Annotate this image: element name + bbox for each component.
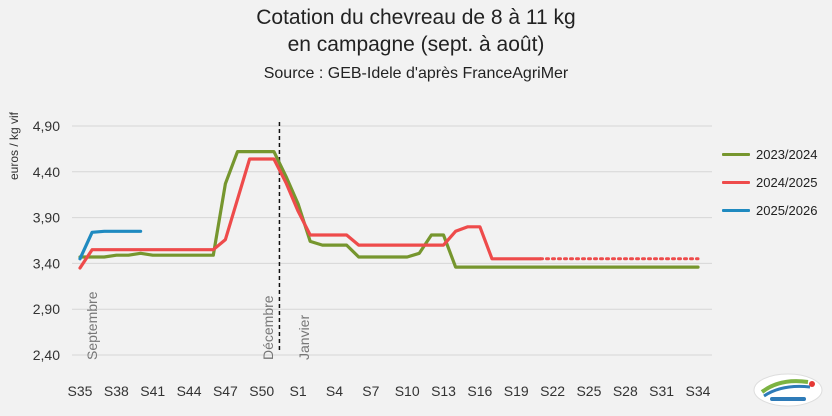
- legend-item-2024-2025: 2024/2025: [722, 168, 832, 196]
- legend-item-2025-2026: 2025/2026: [722, 196, 832, 224]
- legend-label-2024-2025: 2024/2025: [756, 174, 818, 190]
- x-tick-label: S47: [213, 383, 238, 399]
- month-annotations: Septembre Décembre Janvier: [84, 291, 312, 360]
- chart-title-line2: en campagne (sept. à août): [287, 33, 545, 56]
- x-tick-label: S19: [504, 383, 529, 399]
- month-annotation: Décembre: [260, 295, 276, 360]
- x-tick-label: S41: [140, 383, 165, 399]
- x-tick-label: S44: [177, 383, 202, 399]
- x-tick-label: S25: [576, 383, 601, 399]
- chart-source: Source : GEB-Idele d'après FranceAgriMer: [263, 65, 569, 82]
- x-tick-label: S31: [649, 383, 674, 399]
- series-line-2024-2025: [78, 157, 543, 270]
- x-tick-label: S22: [540, 383, 565, 399]
- chart-title-line1: Cotation du chevreau de 8 à 11 kg: [256, 6, 576, 29]
- x-tick-label: S34: [686, 383, 711, 399]
- y-axis-tick-labels: 2,40 2,90 3,40 3,90 4,40 4,90: [33, 118, 60, 363]
- grid-lines: [72, 125, 712, 356]
- month-annotation: Septembre: [84, 291, 100, 360]
- legend-swatch-2024-2025: [722, 180, 750, 184]
- series-line-2025-2026: [78, 229, 143, 261]
- x-tick-label: S35: [68, 383, 93, 399]
- x-tick-label: S1: [290, 383, 307, 399]
- month-annotation: Janvier: [296, 315, 312, 360]
- series-line-2023-2024: [78, 150, 700, 269]
- y-tick-label: 2,40: [33, 347, 60, 363]
- legend-swatch-2025-2026: [722, 208, 750, 212]
- x-tick-label: S4: [326, 383, 343, 399]
- y-tick-label: 3,40: [33, 255, 60, 271]
- legend-label-2023-2024: 2023/2024: [756, 146, 818, 162]
- x-tick-label: S38: [104, 383, 129, 399]
- x-tick-label: S16: [467, 383, 492, 399]
- idele-logo: [753, 373, 823, 407]
- x-tick-label: S10: [395, 383, 420, 399]
- legend: 2023/2024 2024/2025 2025/2026: [722, 140, 832, 224]
- x-tick-label: S50: [249, 383, 274, 399]
- legend-label-2025-2026: 2025/2026: [756, 202, 818, 218]
- y-tick-label: 4,40: [33, 164, 60, 180]
- series-lines: [78, 150, 700, 270]
- x-axis-tick-labels: S35 S38 S41 S44 S47 S50 S1 S4 S7 S10 S13 S16 S19 S22 S…: [68, 383, 711, 399]
- y-tick-label: 4,90: [33, 118, 60, 134]
- x-tick-label: S7: [362, 383, 379, 399]
- y-tick-label: 3,90: [33, 210, 60, 226]
- legend-item-2023-2024: 2023/2024: [722, 140, 832, 168]
- legend-swatch-2023-2024: [722, 152, 750, 156]
- y-axis-label: euros / kg vif: [7, 111, 21, 180]
- x-tick-label: S28: [613, 383, 638, 399]
- x-tick-label: S13: [431, 383, 456, 399]
- y-tick-label: 2,90: [33, 301, 60, 317]
- chart-title-block: Cotation du chevreau de 8 à 11 kg en cam…: [0, 4, 832, 84]
